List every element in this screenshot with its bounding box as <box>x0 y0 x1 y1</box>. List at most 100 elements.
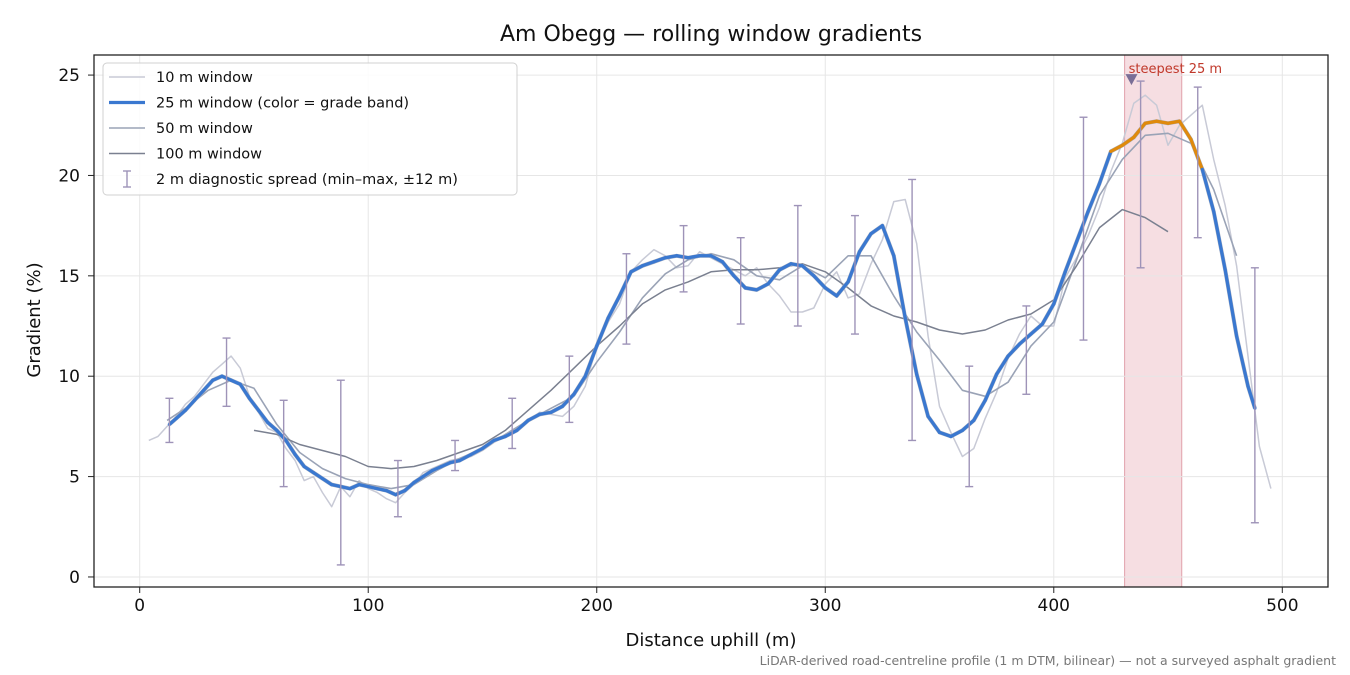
series-segment-w25 <box>686 254 702 260</box>
error-bar <box>508 397 517 450</box>
series-segment-w25 <box>458 452 473 463</box>
steepest-marker <box>1125 74 1138 86</box>
error-bar <box>565 355 574 424</box>
series-segment-w25 <box>469 446 485 457</box>
y-tick-label: 10 <box>58 367 80 387</box>
series-segment-w25 <box>211 374 224 382</box>
series-segment-w25 <box>439 460 453 469</box>
series-segment-w25 <box>880 224 896 258</box>
series-segment-w25 <box>926 414 942 435</box>
error-bar <box>1136 80 1145 269</box>
series-segment-w25 <box>949 428 964 439</box>
series-segment-w25 <box>183 398 197 412</box>
series-segment-w25 <box>835 280 850 298</box>
series-segment-w25 <box>348 483 361 491</box>
series-segment-w25 <box>766 268 782 286</box>
series-segment-w25 <box>572 374 587 396</box>
error-bar <box>736 236 745 325</box>
series-segment-w25 <box>629 264 645 274</box>
series-segment-w25 <box>789 262 805 268</box>
y-tick-label: 0 <box>69 568 80 588</box>
series-segment-w25 <box>174 408 188 420</box>
series-line-w100 <box>253 208 1169 470</box>
series-segment-w25 <box>869 224 884 236</box>
error-bar <box>1250 267 1259 524</box>
series-segment-w25 <box>403 481 416 493</box>
x-tick-label: 0 <box>134 596 145 616</box>
y-tick-label: 20 <box>58 166 80 186</box>
series-segment-w25 <box>538 410 553 416</box>
series-segment-w25 <box>1200 167 1216 214</box>
error-bar <box>393 459 402 518</box>
series-segment-w25 <box>430 464 443 473</box>
series-segment-w25 <box>1029 322 1044 336</box>
axes-frame <box>93 54 1329 588</box>
error-bar <box>1079 116 1088 341</box>
y-tick-label: 25 <box>58 66 80 86</box>
series-segment-w25 <box>492 434 507 443</box>
error-bar <box>908 178 917 442</box>
error-bar <box>1193 86 1202 239</box>
plot-area: steepest 25 m 0 100 200 300 400 500 0 5 10 15 20 25 <box>58 54 1329 616</box>
series-segment-w25 <box>526 412 542 422</box>
chart-title: Am Obegg — rolling window gradients <box>500 22 922 47</box>
series-segment-w25 <box>800 264 816 278</box>
series-segment-w25 <box>384 489 398 497</box>
series-segment-w25 <box>421 468 434 479</box>
error-bar <box>336 379 345 566</box>
series-segment-w25 <box>663 254 679 260</box>
series-segment-w25 <box>1109 143 1124 153</box>
series-segment-w25 <box>1017 332 1033 346</box>
series-segment-w25 <box>1052 270 1067 306</box>
series-segment-w25 <box>256 408 270 424</box>
error-bar <box>279 399 288 488</box>
series-segment-w25 <box>743 286 759 292</box>
series-segment-w25 <box>675 254 690 260</box>
series-segment-w25 <box>1097 149 1113 186</box>
series-segment-w25 <box>229 378 242 386</box>
series-segment-w25 <box>1063 240 1079 274</box>
series-segment-w25 <box>1212 209 1227 272</box>
error-bar <box>622 253 631 345</box>
series-segment-w25 <box>983 372 999 402</box>
series-segment-w25 <box>972 398 987 422</box>
series-segment-w25 <box>640 260 656 268</box>
x-tick-label: 400 <box>1038 596 1070 616</box>
series-segment-w25 <box>293 452 306 469</box>
legend-label-w10: 10 m window <box>156 70 253 86</box>
series-segment-w25 <box>480 438 496 451</box>
series-segment-w25 <box>1120 135 1136 147</box>
y-tick-label: 15 <box>58 267 80 287</box>
series-segment-w25 <box>903 316 919 376</box>
legend: 10 m window 25 m window (color = grade ba… <box>102 62 518 196</box>
legend-label-err: 2 m diagnostic spread (min–max, ±12 m) <box>156 172 458 188</box>
y-tick-label: 5 <box>69 468 80 488</box>
series-segment-w25 <box>777 262 793 272</box>
legend-box <box>102 62 518 196</box>
series-segment-w25 <box>394 489 407 497</box>
series-segment-w25 <box>1177 119 1193 141</box>
series-segment-w25 <box>1189 137 1204 172</box>
series-segment-w25 <box>995 354 1010 376</box>
series-segment-w25 <box>320 476 334 487</box>
series-segment-w25 <box>1040 302 1056 326</box>
error-bar <box>1022 305 1031 395</box>
error-bar <box>965 365 974 488</box>
series-segment-w25 <box>720 260 736 278</box>
series-segment-w25 <box>583 344 599 378</box>
x-axis-label: Distance uphill (m) <box>626 630 797 651</box>
series-segment-w25 <box>266 420 279 433</box>
series-segment-w25 <box>192 388 206 402</box>
series-segment-w25 <box>549 404 565 414</box>
steepest-annotation: steepest 25 m <box>1129 62 1222 77</box>
series-segment-w25 <box>503 428 519 439</box>
series-segment-w25 <box>857 232 873 254</box>
series-segment-w25 <box>892 254 907 320</box>
series-segment-w25 <box>709 254 725 264</box>
series-segment-w25 <box>937 430 953 439</box>
error-bar <box>850 214 859 335</box>
x-tick-label: 200 <box>581 596 613 616</box>
series-line-w10 <box>148 94 1272 508</box>
series-segment-w25 <box>755 282 770 292</box>
